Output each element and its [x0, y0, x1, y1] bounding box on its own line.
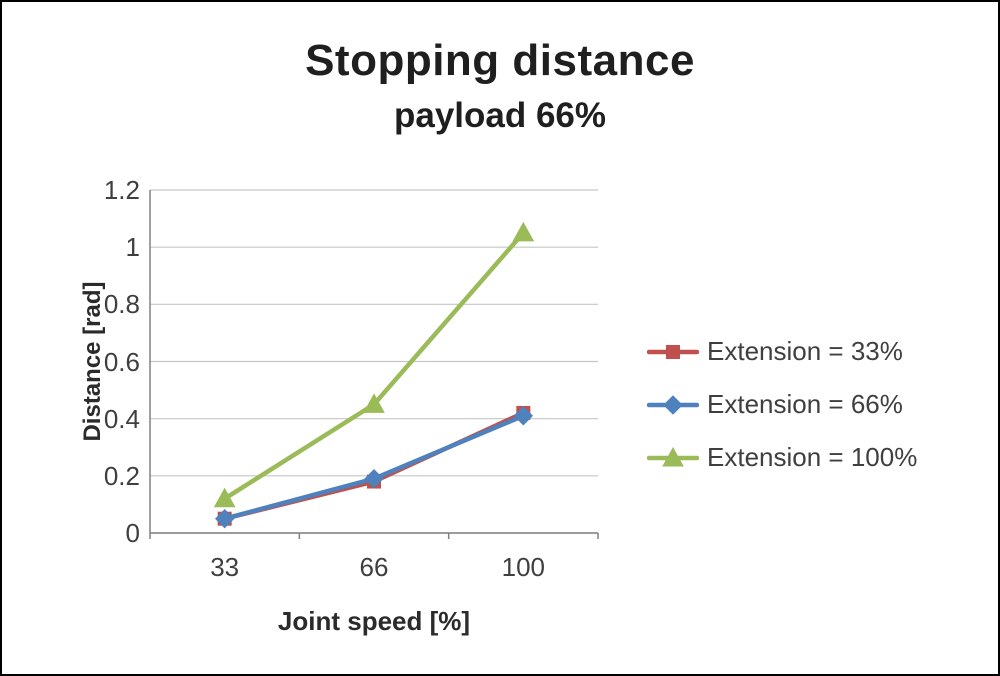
y-tick-label: 0 [125, 518, 140, 548]
series-line [222, 230, 526, 501]
y-tick-label: 0.8 [103, 289, 140, 320]
marker-triangle [363, 393, 385, 413]
legend-label: Extension = 100% [707, 442, 918, 472]
marker-triangle [213, 487, 236, 508]
legend-key-icon [647, 344, 699, 359]
marker-diamond [513, 406, 534, 426]
chart-subtitle: payload 66% [393, 96, 607, 135]
marker-triangle [662, 446, 684, 466]
legend-label: Extension = 66% [707, 389, 903, 419]
y-tick-label: 0.6 [103, 346, 140, 377]
legend-item: Extension = 66% [647, 389, 917, 420]
x-axis-label: Joint speed [%] [277, 606, 471, 636]
marker-diamond [663, 394, 683, 415]
marker-diamond [214, 509, 235, 529]
x-tick-label: 100 [501, 552, 546, 582]
y-tick-label: 0.2 [103, 460, 140, 491]
x-tick-label: 66 [359, 552, 389, 582]
legend: Extension = 33% Extension = 66% Extension … [647, 336, 917, 473]
series-line [222, 410, 526, 521]
y-tick-label: 1.2 [103, 175, 140, 205]
x-tick-label: 33 [210, 552, 240, 582]
legend-item: Extension = 33% [647, 336, 917, 367]
legend-key-icon [647, 394, 699, 415]
y-tick-label: 1 [125, 232, 140, 263]
marker-triangle [512, 221, 535, 242]
marker-square [666, 344, 680, 359]
plot-area [149, 189, 599, 539]
marker-diamond [364, 468, 384, 489]
legend-key-icon [647, 446, 699, 466]
legend-item: Extension = 100% [647, 442, 917, 473]
chart-title: Stopping distance [305, 36, 695, 85]
plot-svg [149, 189, 599, 539]
y-tick-label: 0.4 [103, 403, 140, 434]
legend-label: Extension = 33% [707, 336, 903, 366]
